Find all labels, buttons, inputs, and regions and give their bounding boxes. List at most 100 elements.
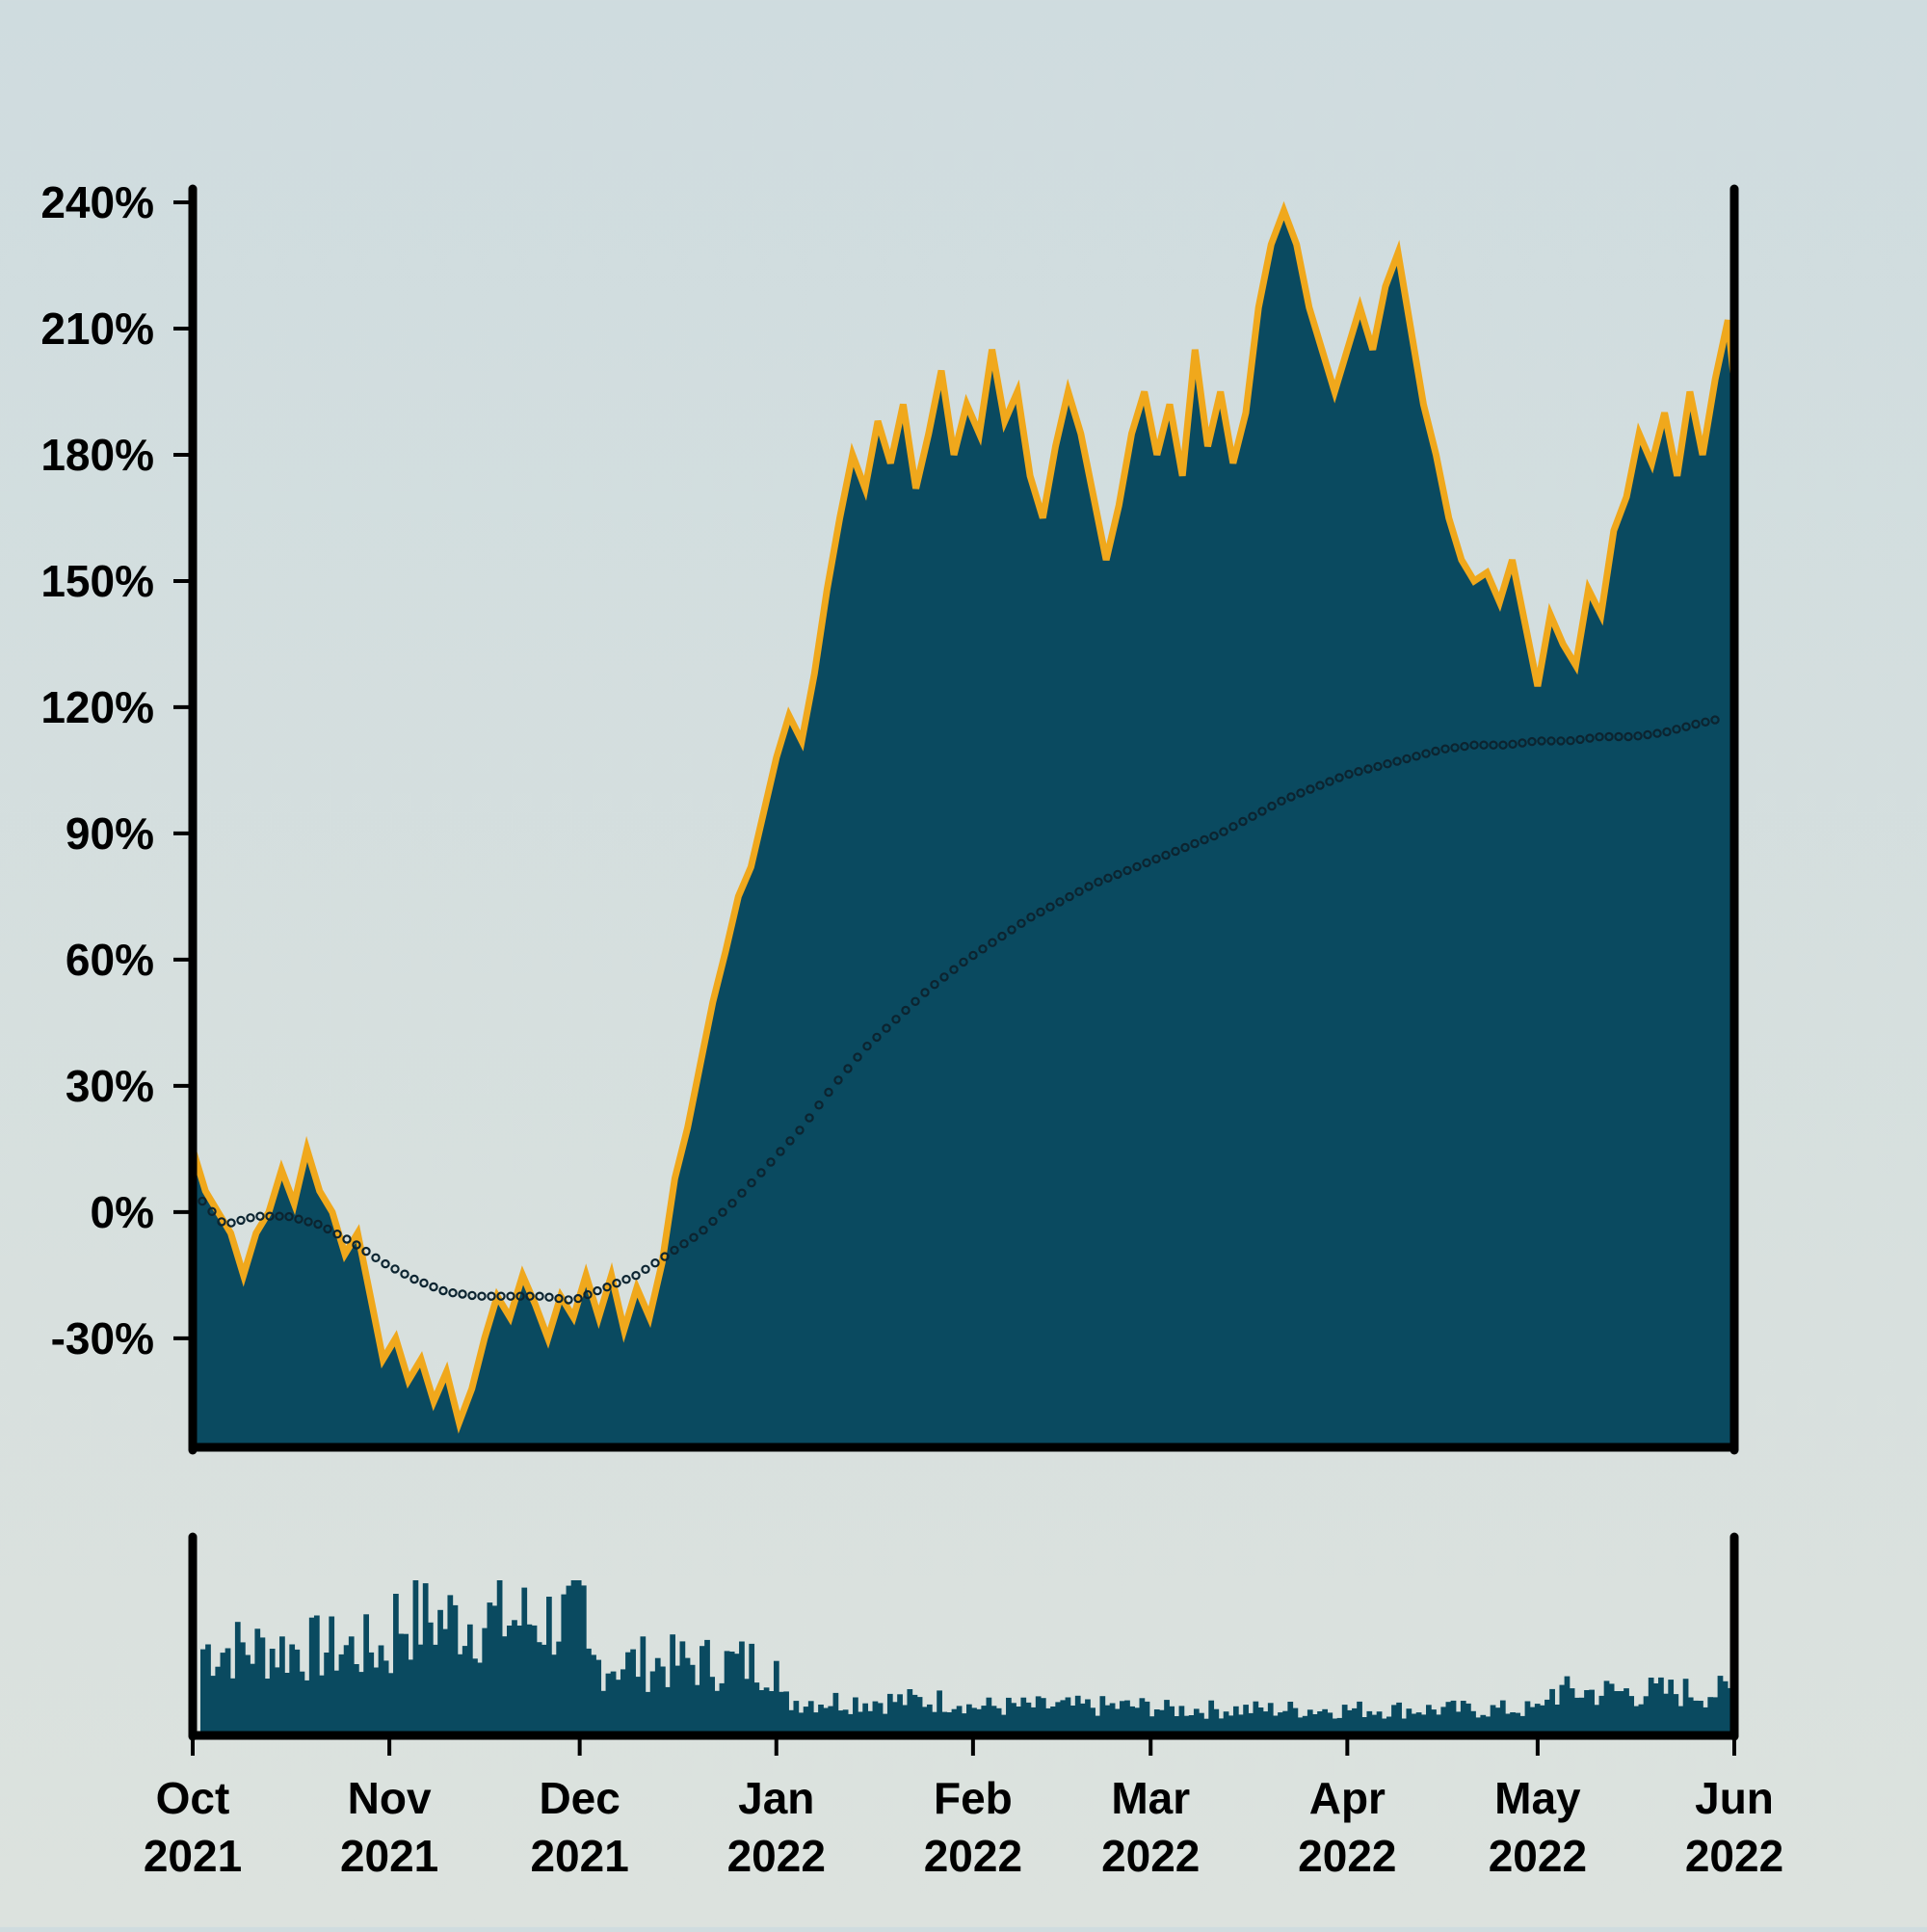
volume-bar <box>1619 1691 1624 1733</box>
trend-dot <box>554 1293 564 1304</box>
volume-bar <box>902 1705 909 1733</box>
volume-bar <box>1302 1715 1308 1733</box>
volume-panel <box>200 1580 1733 1733</box>
volume-bar <box>1287 1702 1294 1733</box>
volume-bar <box>684 1657 691 1733</box>
volume-bar <box>1030 1707 1037 1733</box>
volume-bar <box>422 1583 429 1733</box>
trend-dot <box>1142 858 1151 868</box>
volume-bar <box>1534 1704 1541 1733</box>
volume-bar <box>768 1691 775 1733</box>
volume-bar <box>491 1605 498 1733</box>
volume-bar <box>886 1693 893 1733</box>
trend-dot <box>419 1278 429 1288</box>
trend-dot <box>1296 788 1306 798</box>
trend-dot <box>438 1285 448 1296</box>
volume-bar <box>995 1707 1002 1733</box>
volume-bar <box>1470 1710 1476 1733</box>
x-tick-label-month: Jun <box>1695 1773 1774 1823</box>
x-tick-label-month: Nov <box>348 1773 432 1823</box>
trend-dot <box>1623 731 1633 742</box>
volume-bar <box>610 1671 617 1733</box>
trend-dot <box>814 1100 824 1110</box>
volume-bar <box>966 1704 972 1733</box>
volume-bar <box>417 1644 424 1733</box>
volume-bar <box>689 1664 696 1733</box>
volume-bar <box>1638 1704 1645 1733</box>
volume-bar <box>1510 1712 1516 1733</box>
trend-dot <box>583 1289 593 1300</box>
volume-bar <box>1243 1705 1249 1733</box>
trend-dot <box>1219 827 1228 836</box>
volume-bar <box>274 1667 280 1733</box>
volume-bar <box>200 1649 206 1733</box>
volume-bar <box>586 1648 592 1733</box>
volume-bar <box>541 1644 547 1733</box>
trend-dot <box>978 944 988 954</box>
trend-dot <box>930 980 939 990</box>
volume-bar <box>1396 1702 1402 1733</box>
volume-bar <box>758 1690 765 1733</box>
volume-bar <box>605 1673 612 1733</box>
volume-bar <box>867 1710 874 1733</box>
volume-bar <box>1450 1700 1457 1733</box>
volume-bar <box>1357 1701 1362 1733</box>
volume-bar <box>956 1706 963 1733</box>
trend-dot <box>737 1188 747 1198</box>
trend-dot <box>911 996 920 1007</box>
trend-dot <box>1036 907 1045 917</box>
volume-bar <box>462 1646 468 1733</box>
trend-dot <box>660 1252 670 1261</box>
volume-bar <box>1559 1684 1566 1733</box>
volume-bar <box>882 1713 888 1733</box>
volume-bar <box>348 1636 355 1733</box>
volume-bar <box>1129 1706 1135 1733</box>
volume-bar <box>1584 1690 1590 1733</box>
volume-bar <box>1465 1703 1471 1733</box>
trend-dot <box>1537 736 1546 746</box>
trend-dot <box>988 938 997 947</box>
trend-dot <box>1614 731 1623 742</box>
volume-bar <box>1223 1711 1229 1733</box>
y-tick-label: 210% <box>40 304 154 354</box>
volume-bar <box>1376 1711 1383 1733</box>
trend-dot <box>1122 865 1132 876</box>
volume-bar <box>1045 1707 1051 1733</box>
volume-bar <box>1692 1700 1699 1733</box>
volume-bar <box>1352 1707 1358 1733</box>
volume-bar <box>1095 1715 1101 1733</box>
volume-bar <box>398 1633 404 1733</box>
volume-bar <box>847 1713 854 1733</box>
volume-bar <box>1598 1695 1605 1733</box>
trend-dot <box>1055 897 1065 907</box>
trend-dot <box>573 1293 583 1304</box>
trend-dot <box>602 1282 612 1292</box>
trend-dot <box>1277 796 1286 807</box>
volume-bar <box>1174 1716 1180 1733</box>
volume-bar <box>1515 1712 1521 1733</box>
trend-dot <box>1662 727 1672 737</box>
trend-dot <box>1103 873 1113 884</box>
volume-bar <box>951 1708 958 1733</box>
volume-bar <box>1322 1708 1329 1733</box>
trend-dot <box>795 1125 805 1135</box>
trend-dot <box>1585 733 1595 743</box>
trend-dot <box>1681 722 1691 731</box>
trend-dot <box>1546 736 1556 746</box>
trend-dot <box>1084 882 1094 891</box>
trend-dot <box>843 1064 853 1073</box>
trend-dot <box>1094 877 1103 887</box>
trend-dot <box>1190 838 1200 849</box>
volume-bar <box>1386 1716 1392 1733</box>
volume-bar <box>1099 1696 1106 1733</box>
trend-dot <box>1595 732 1604 742</box>
volume-bars <box>200 1580 1733 1733</box>
trend-dot <box>564 1295 573 1305</box>
volume-bar <box>862 1703 869 1733</box>
trend-dot <box>1421 749 1431 758</box>
volume-bar <box>1589 1689 1595 1733</box>
trend-dot <box>1373 761 1383 772</box>
volume-bar <box>1065 1697 1071 1733</box>
trend-dot <box>1132 861 1142 872</box>
volume-bar <box>329 1616 335 1733</box>
